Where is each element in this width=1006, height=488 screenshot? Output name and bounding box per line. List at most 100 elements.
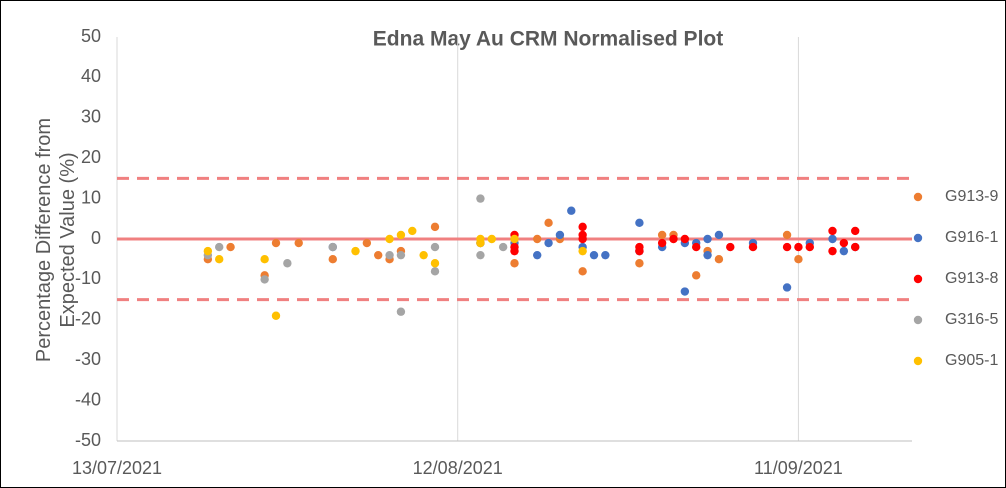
legend-marker [913,356,923,366]
y-tick-label: 20 [81,147,101,167]
x-tick-label: 11/09/2021 [754,458,843,478]
legend-label: G916-1 [945,229,998,246]
data-point [635,218,644,228]
data-point [669,234,678,244]
data-point [680,287,690,296]
data-point [703,250,712,260]
data-point [635,259,644,268]
data-point [657,238,667,248]
data-point [794,242,803,252]
data-point [385,250,394,260]
data-point [578,222,587,232]
data-point [589,250,599,260]
data-point [498,242,508,252]
y-tick-label: -20 [75,309,101,329]
data-point [635,246,644,256]
data-point [396,250,406,260]
data-point [567,206,576,215]
data-point [533,234,542,244]
y-tick-label: 10 [81,187,101,207]
data-point [226,242,235,252]
data-point [510,259,519,268]
data-point [839,246,849,256]
data-point [544,218,553,228]
data-point [487,234,496,244]
y-tick-label: -40 [75,389,101,409]
data-point [851,242,860,252]
data-point [714,255,724,264]
data-point [828,226,837,236]
data-point [385,234,394,244]
y-tick-label: 0 [91,228,101,248]
data-point [374,250,383,260]
data-point [476,238,485,248]
legend-label: G316-5 [945,311,998,328]
x-tick-label: 13/07/2021 [72,458,162,478]
data-point [601,250,610,260]
data-point [828,234,837,244]
data-point [328,242,337,252]
y-tick-label: -50 [75,430,101,450]
data-point [782,283,792,292]
data-point [782,242,792,252]
data-point [533,250,542,260]
data-point [396,230,406,240]
data-point [351,246,360,256]
data-point [828,246,837,256]
data-point [794,255,803,264]
data-point [419,250,428,260]
data-point [680,234,690,244]
y-tick-label: 50 [81,26,101,46]
legend-marker [913,315,923,325]
data-point [283,259,292,268]
x-tick-label: 12/08/2021 [413,458,503,478]
data-point [476,194,485,203]
data-point [396,307,406,316]
data-point [851,226,860,236]
data-point [726,242,735,252]
data-point [578,246,587,256]
legend-marker [913,274,923,284]
data-point [362,238,372,248]
legend-label: G913-8 [945,270,998,287]
y-axis-label: Percentage Difference from Expected Valu… [33,117,79,363]
data-point [328,255,337,264]
legend-marker [913,192,923,202]
data-point [430,267,440,276]
data-point [260,255,269,264]
y-tick-label: 40 [81,66,101,86]
data-point [703,234,712,244]
data-point [510,242,519,252]
data-point [657,230,667,240]
data-point [271,311,281,320]
data-point [555,230,565,240]
data-point [692,242,701,252]
legend-marker [913,233,923,243]
legend-label: G905-1 [945,352,998,369]
data-point [476,250,485,260]
data-point [510,234,519,244]
data-point [430,242,440,252]
data-point [714,230,724,240]
data-point [578,234,587,244]
data-point [408,226,417,236]
data-point [260,275,269,284]
data-point [805,242,814,252]
data-point [215,242,224,252]
data-point [578,267,587,276]
data-point [782,230,792,240]
y-tick-label: -30 [75,349,101,369]
y-tick-label: 30 [81,107,101,127]
data-point [203,246,213,256]
data-point [839,238,849,248]
data-point [215,255,224,264]
data-point [544,238,553,248]
data-point [430,259,440,268]
y-tick-label: -10 [75,268,101,288]
data-point [294,238,303,248]
data-point [430,222,440,232]
data-point [271,238,281,248]
data-point [692,271,701,280]
